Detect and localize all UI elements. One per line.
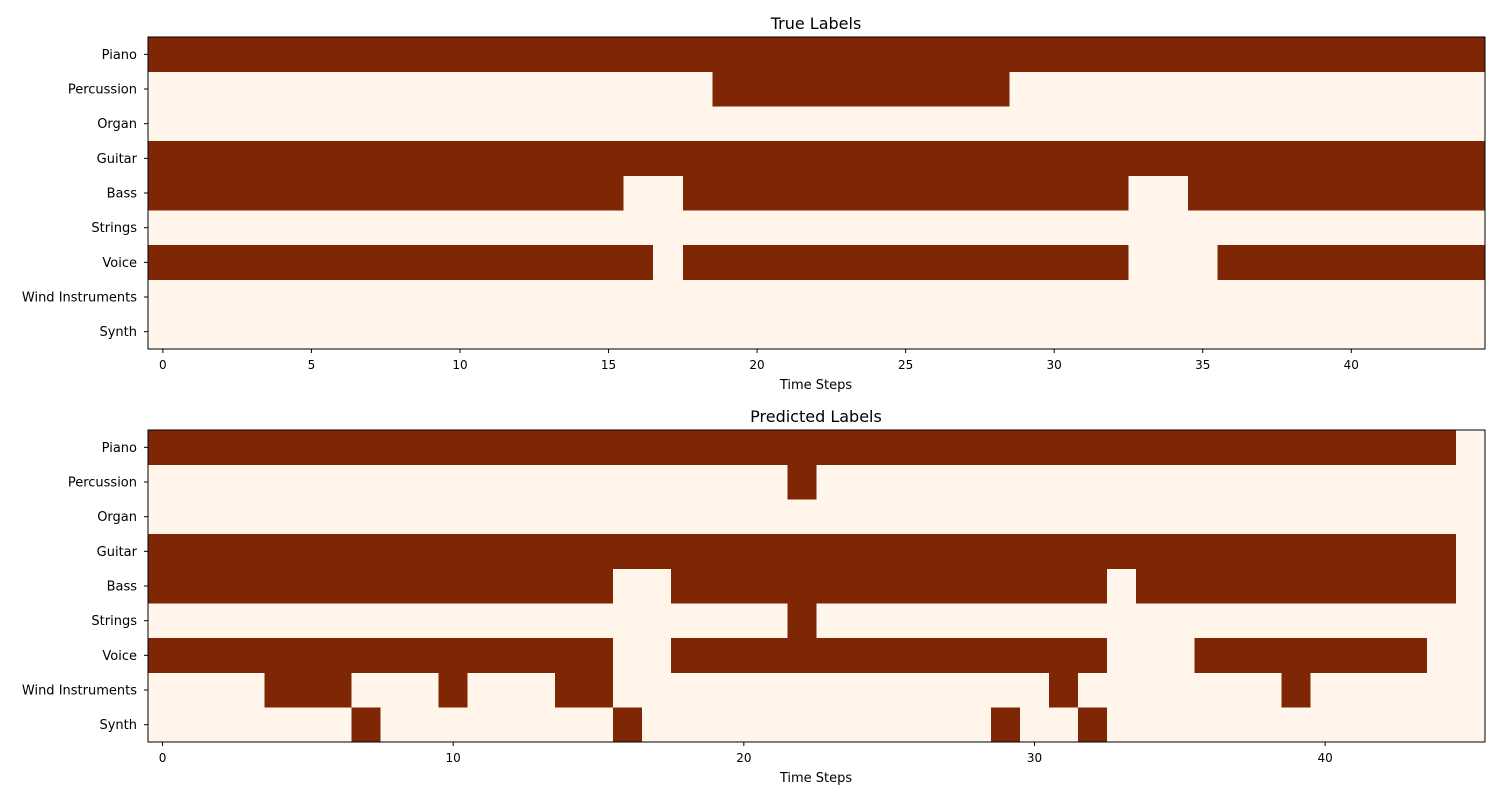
predicted-xtick-label-0: 0 [159,751,167,765]
predicted-ytick-label-synth: Synth [99,718,137,733]
predicted-cell-synth-0 [351,707,381,743]
predicted-xtick-label-30: 30 [1027,751,1042,765]
predicted-cell-bass-2 [1136,568,1456,604]
true-xtick-label-5: 5 [308,358,316,372]
true-labels-x-axis-label: Time Steps [779,378,853,393]
predicted-xtick-label-40: 40 [1318,751,1333,765]
true-xtick-label-15: 15 [601,358,616,372]
predicted-cell-bass-1 [671,568,1108,604]
predicted-cell-piano-0 [148,430,1456,465]
predicted-ytick-label-voice: Voice [102,649,137,664]
predicted-xtick-label-10: 10 [446,751,461,765]
true-ytick-label-voice: Voice [102,256,137,271]
predicted-cell-wind-instruments-1 [438,672,468,708]
predicted-ytick-label-guitar: Guitar [97,545,138,560]
true-cell-guitar-0 [148,141,1485,176]
predicted-xtick-label-20: 20 [736,751,751,765]
true-ytick-label-percussion: Percussion [68,83,137,98]
true-xtick-label-0: 0 [159,358,167,372]
predicted-cell-wind-instruments-2 [554,672,614,708]
true-cell-bass-0 [148,175,624,211]
predicted-ytick-label-strings: Strings [91,614,137,629]
true-cell-bass-1 [682,175,1129,211]
true-labels-title: True Labels [770,14,862,33]
predicted-ytick-label-wind-instruments: Wind Instruments [22,684,137,699]
true-xtick-label-35: 35 [1195,358,1210,372]
true-labels-panel: True Labels Time Steps Piano Percussion Or… [22,14,1486,393]
predicted-labels-title: Predicted Labels [750,407,882,426]
predicted-cell-wind-instruments-0 [264,672,352,708]
predicted-cell-synth-2 [990,707,1020,743]
predicted-ytick-label-percussion: Percussion [68,476,137,491]
predicted-cell-voice-0 [148,638,614,673]
predicted-cell-voice-2 [1194,638,1427,673]
predicted-cell-bass-0 [148,568,614,604]
true-cell-voice-2 [1217,245,1485,280]
predicted-cell-strings-0 [787,603,817,639]
true-ytick-label-bass: Bass [107,187,138,202]
true-xtick-label-20: 20 [749,358,764,372]
predicted-cell-synth-1 [613,707,643,743]
true-cell-voice-1 [682,245,1129,280]
true-ytick-label-wind-instruments: Wind Instruments [22,291,137,306]
true-ytick-label-guitar: Guitar [97,152,138,167]
predicted-ytick-label-piano: Piano [102,441,137,456]
predicted-cell-voice-1 [671,638,1108,673]
true-xtick-label-40: 40 [1344,358,1359,372]
true-xtick-label-25: 25 [898,358,913,372]
true-cell-piano-0 [148,37,1485,72]
predicted-cell-wind-instruments-3 [1049,672,1079,708]
predicted-cell-wind-instruments-4 [1281,672,1311,708]
predicted-cell-guitar-0 [148,534,1456,569]
predicted-labels-x-axis-label: Time Steps [779,771,853,786]
predicted-ytick-label-bass: Bass [107,580,138,595]
true-ytick-label-strings: Strings [91,221,137,236]
true-cell-voice-0 [148,245,654,280]
true-ytick-label-synth: Synth [99,325,137,340]
predicted-labels-panel: Predicted Labels Time Steps Piano Percuss… [22,407,1486,786]
true-xtick-label-30: 30 [1047,358,1062,372]
true-ytick-label-piano: Piano [102,48,137,63]
predicted-cell-synth-3 [1078,707,1108,743]
predicted-cell-percussion-0 [787,464,817,500]
true-cell-percussion-0 [712,71,1010,107]
true-cell-bass-2 [1187,175,1485,211]
predicted-ytick-label-organ: Organ [97,510,137,525]
true-xtick-label-10: 10 [452,358,467,372]
true-ytick-label-organ: Organ [97,117,137,132]
